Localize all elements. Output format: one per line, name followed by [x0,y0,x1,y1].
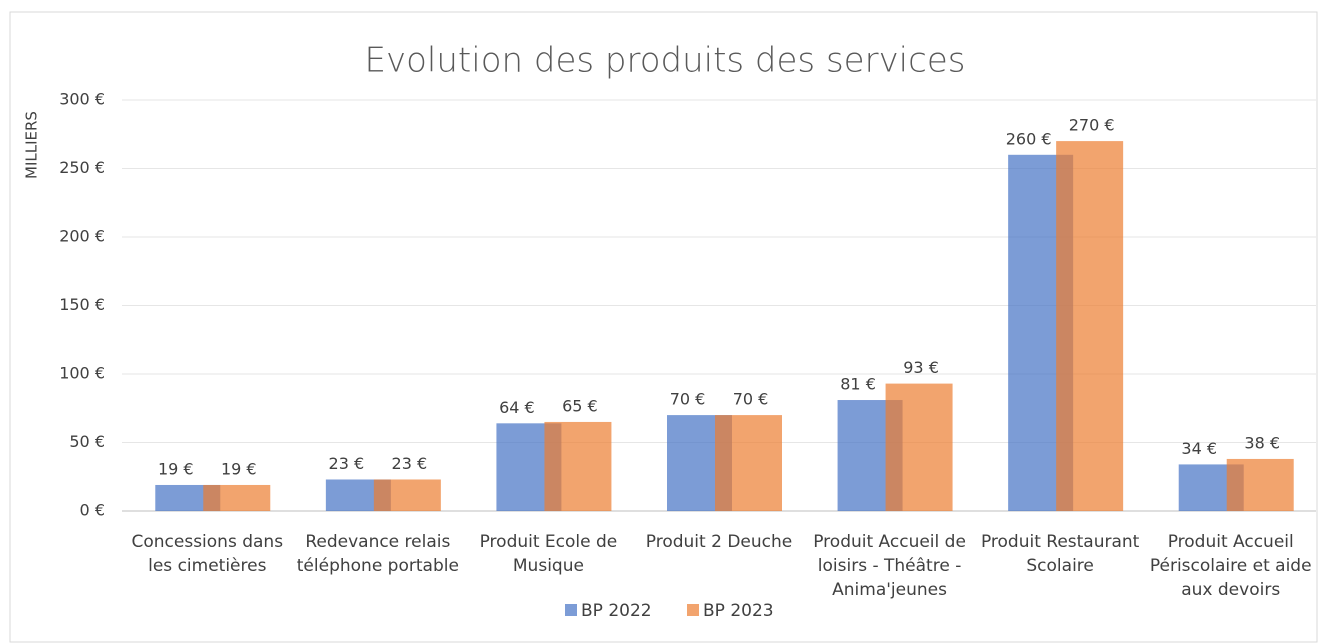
chart-title: Evolution des produits des services [365,41,966,81]
data-label: 19 € [221,459,257,478]
legend-swatch [687,604,699,616]
legend-label: BP 2023 [703,601,774,621]
x-tick-label: Produit 2 Deuche [645,532,793,552]
data-label: 70 € [733,390,769,409]
data-label: 34 € [1181,439,1217,458]
y-tick-label: 200 € [59,227,105,246]
data-label: 23 € [329,454,365,473]
bar [203,484,271,511]
x-tick-label: Produit Accueil Périscolaire et aide aux… [1149,532,1312,600]
bar [1226,458,1294,511]
bar [544,421,612,511]
data-label: 260 € [1006,129,1052,148]
bar [885,383,953,511]
data-label: 23 € [392,454,428,473]
data-label: 38 € [1244,433,1280,452]
data-label: 70 € [670,390,706,409]
data-label: 64 € [499,398,535,417]
data-label: 270 € [1069,116,1115,135]
x-tick-label: Produit Restaurant Scolaire [980,532,1140,576]
y-tick-label: 50 € [69,432,105,451]
y-axis-label: MILLIERS [23,111,41,179]
y-tick-label: 150 € [59,295,105,314]
y-tick-label: 250 € [59,158,105,177]
data-label: 93 € [903,358,939,377]
bar [1056,141,1124,511]
y-tick-label: 0 € [80,501,105,520]
legend-swatch [565,604,577,616]
y-tick-label: 100 € [59,364,105,383]
data-label: 65 € [562,396,598,415]
data-label: 81 € [840,375,876,394]
x-tick-label: Produit Accueil de loisirs - Théâtre - A… [813,532,966,600]
y-tick-label: 300 € [59,90,105,109]
x-tick-label: Produit Ecole de Musique [479,532,618,576]
x-tick-label: Redevance relais téléphone portable [296,532,459,576]
bar [373,479,441,511]
bar [715,415,782,511]
data-label: 19 € [158,459,194,478]
legend-label: BP 2022 [581,601,652,621]
x-tick-label: Concessions dans les cimetières [131,532,284,576]
